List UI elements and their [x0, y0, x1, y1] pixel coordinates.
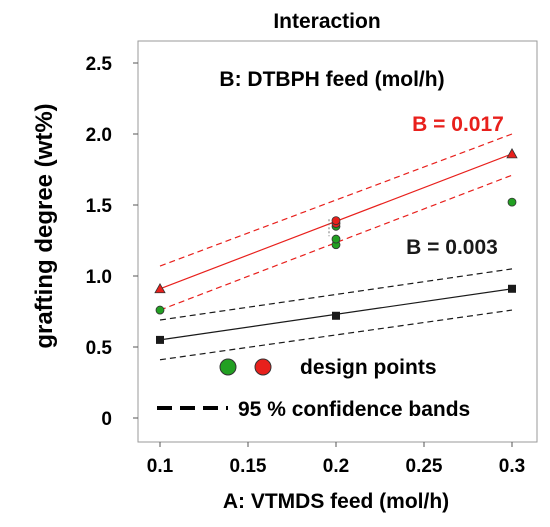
- mean-marker: [332, 311, 340, 320]
- y-tick-label: 2.0: [86, 125, 112, 146]
- x-axis-label: A: VTMDS feed (mol/h): [223, 490, 449, 513]
- x-tick-label: 0.3: [499, 456, 525, 477]
- y-axis: 0 0.5 1.0 1.5 2.0 2.5: [86, 54, 138, 430]
- series-label-b-0003: B = 0.003: [406, 236, 498, 259]
- design-point: [331, 216, 341, 226]
- legend-confidence-label: 95 % confidence bands: [238, 398, 470, 421]
- design-point: [507, 197, 517, 207]
- series-layer: [154, 133, 518, 361]
- mean-marker: [154, 282, 166, 294]
- plot-frame: [137, 40, 538, 443]
- y-tick-label: 2.5: [86, 54, 113, 75]
- legend-green-dot: [219, 358, 237, 376]
- series-label-b-0017: B = 0.017: [412, 113, 504, 136]
- y-axis-label: grafting degree (wt%): [31, 103, 58, 348]
- design-point: [155, 305, 165, 315]
- mean-marker: [508, 284, 516, 293]
- x-tick-label: 0.25: [406, 456, 443, 477]
- chart-title: Interaction: [273, 10, 380, 33]
- y-tick-label: 0: [101, 409, 112, 430]
- legend: design points 95 % confidence bands: [157, 356, 470, 421]
- design-points-layer: [155, 197, 517, 315]
- y-tick-label: 1.0: [86, 267, 112, 288]
- mean-marker: [156, 335, 164, 344]
- factor-label: B: DTBPH feed (mol/h): [219, 68, 444, 91]
- confidence-band-upper: [159, 133, 513, 267]
- confidence-band-lower: [159, 174, 513, 311]
- x-axis: 0.1 0.15 0.2 0.25 0.3: [147, 442, 525, 477]
- x-tick-label: 0.1: [147, 456, 174, 477]
- legend-red-dot: [254, 358, 272, 376]
- x-tick-label: 0.2: [323, 456, 349, 477]
- design-point: [331, 234, 341, 244]
- legend-design-points-label: design points: [300, 356, 437, 379]
- x-tick-label: 0.15: [230, 456, 267, 477]
- mean-marker: [506, 148, 518, 159]
- y-tick-label: 0.5: [86, 338, 113, 359]
- y-tick-label: 1.5: [86, 196, 113, 217]
